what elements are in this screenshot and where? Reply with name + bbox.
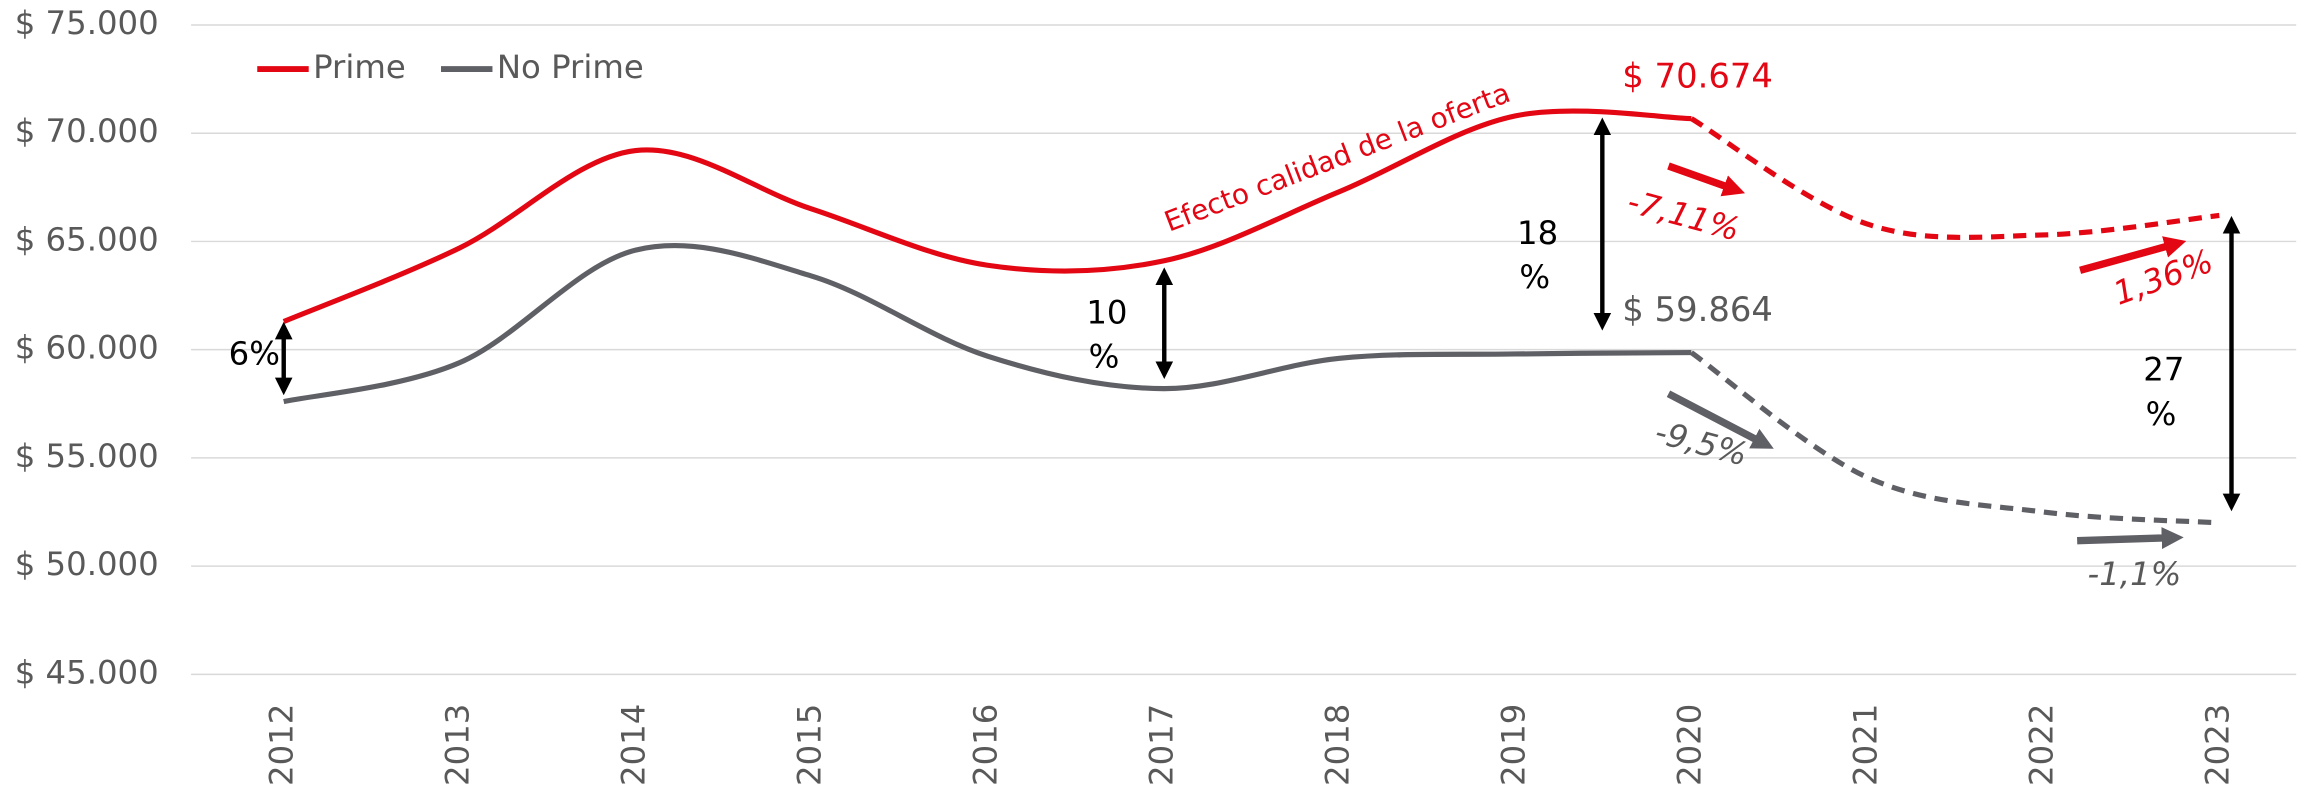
y-tick-label: $ 50.000 [15,545,159,583]
annotation: -1,1% [2088,555,2182,593]
series-line [283,242,1692,405]
x-tick-label: 2017 [1143,704,1181,786]
legend-label: Prime [313,48,406,86]
annotation: 27 [2143,351,2184,389]
x-tick-label: 2021 [1846,704,1884,786]
annotation: Efecto calidad de la oferta [1160,76,1515,238]
y-tick-label: $ 55.000 [15,437,159,475]
annotation: % [1519,258,1550,296]
plot: $ 45.000 $ 50.000 $ 55.000 $ 60.000 $ 65.000… [15,4,2297,786]
annotation: 1,36% [2108,242,2218,313]
annotation: -7,11% [1624,182,1744,248]
x-tick-label: 2018 [1318,704,1356,786]
annotation: -9,5% [1651,413,1751,474]
x-tick-label: 2014 [615,704,653,786]
x-tick-label: 2023 [2198,704,2236,786]
annotation: % [1089,337,1120,375]
y-tick-label: $ 75.000 [15,4,159,42]
annotation: 10 [1086,293,1127,331]
y-tick-label: $ 70.000 [15,112,159,150]
value-label: $ 59.864 [1622,290,1773,329]
gap-arrows [274,117,2241,512]
y-tick-label: $ 65.000 [15,220,159,258]
series-line [282,108,1692,324]
annotation: % [2146,395,2177,433]
x-tick-label: 2022 [2022,704,2060,786]
series-line [1690,116,2220,240]
series-line [1689,350,2220,526]
x-tick-label: 2020 [1670,704,1708,786]
y-tick-label: $ 60.000 [15,329,159,367]
legend-label: No Prime [497,48,644,86]
annotation: 18 [1517,214,1558,252]
x-tick-label: 2015 [791,704,829,786]
x-tick-label: 2019 [1494,704,1532,786]
value-label: $ 70.674 [1622,56,1773,95]
annotation: 6% [229,335,280,373]
y-tick-label: $ 45.000 [15,653,159,691]
x-tick-label: 2013 [439,704,477,786]
x-tick-label: 2012 [263,704,301,786]
x-tick-label: 2016 [967,704,1005,786]
trend-arrows [1666,162,2187,550]
